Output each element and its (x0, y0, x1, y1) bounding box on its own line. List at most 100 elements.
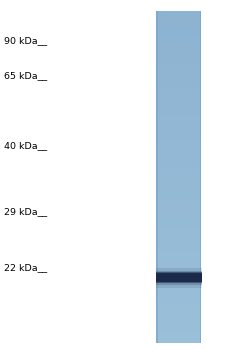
Bar (156, 215, 201, 216)
Bar (156, 267, 201, 268)
Bar (156, 254, 201, 256)
Bar (156, 180, 201, 181)
Bar (156, 126, 201, 127)
Bar (156, 221, 201, 222)
Bar (156, 115, 201, 116)
Bar (156, 262, 201, 263)
Bar (156, 133, 201, 135)
Bar (156, 163, 201, 164)
Bar (156, 75, 201, 76)
Bar (156, 272, 202, 283)
Bar (156, 204, 201, 205)
Bar (156, 187, 201, 188)
Bar (156, 27, 201, 28)
Bar (156, 318, 201, 320)
Bar (156, 39, 201, 41)
Bar (156, 20, 201, 22)
Bar (156, 135, 201, 136)
Bar (156, 41, 201, 42)
Bar (156, 282, 201, 283)
Bar (156, 168, 201, 169)
Bar (156, 283, 201, 284)
Bar (156, 253, 201, 254)
Bar (156, 10, 158, 343)
Bar (156, 157, 201, 158)
Bar (156, 322, 201, 323)
Bar (156, 64, 201, 65)
Bar (156, 299, 201, 300)
Bar (156, 47, 201, 48)
Bar (156, 273, 201, 274)
Bar (156, 268, 201, 269)
Bar (156, 44, 201, 45)
Bar (156, 84, 201, 85)
Bar (156, 108, 201, 109)
Bar (156, 37, 201, 38)
Bar (156, 265, 201, 267)
Bar (156, 259, 201, 260)
Bar (156, 90, 201, 91)
Bar (156, 179, 201, 180)
Bar (156, 302, 201, 303)
Bar (156, 129, 201, 130)
Bar (156, 113, 201, 115)
Bar (156, 233, 201, 235)
Bar (156, 56, 201, 57)
Bar (156, 269, 201, 270)
Bar (156, 50, 201, 51)
Bar (156, 23, 201, 24)
Bar (156, 231, 201, 232)
Bar (156, 63, 201, 64)
Bar (156, 52, 201, 54)
Bar (156, 159, 201, 160)
Bar (156, 85, 201, 86)
Bar (156, 191, 201, 192)
Bar (156, 177, 201, 178)
Bar (156, 338, 201, 340)
Bar (156, 200, 201, 201)
Bar (156, 335, 201, 336)
Bar (156, 13, 201, 14)
Bar (156, 15, 201, 16)
Bar (156, 208, 201, 209)
Bar (156, 321, 201, 322)
Bar (156, 59, 201, 60)
Bar (156, 18, 201, 19)
Bar (156, 83, 201, 84)
Bar (156, 54, 201, 55)
Bar (156, 182, 201, 183)
Bar (156, 342, 201, 343)
Bar (156, 103, 201, 104)
Bar (156, 211, 201, 212)
Bar (156, 289, 201, 290)
Bar (156, 92, 201, 93)
Bar (156, 131, 201, 132)
Bar (156, 328, 201, 329)
Bar (156, 276, 201, 278)
Bar (156, 112, 201, 113)
Bar (156, 189, 201, 190)
Bar (156, 288, 201, 289)
Bar (156, 209, 201, 210)
Bar (156, 334, 201, 335)
Bar (156, 325, 201, 326)
Bar (156, 311, 201, 312)
Bar (156, 100, 201, 102)
Bar (156, 314, 201, 315)
Bar (156, 190, 201, 191)
Bar (156, 331, 201, 332)
Bar (156, 301, 201, 302)
Bar (156, 216, 201, 217)
Bar (156, 137, 201, 138)
Bar (156, 304, 201, 305)
Bar (156, 118, 201, 119)
Bar (156, 260, 201, 261)
Bar (156, 16, 201, 17)
Bar (156, 312, 201, 313)
Bar (156, 127, 201, 128)
Bar (156, 10, 201, 12)
Bar (156, 210, 201, 211)
Bar (156, 174, 201, 175)
Bar (156, 162, 201, 163)
Bar (156, 167, 201, 168)
